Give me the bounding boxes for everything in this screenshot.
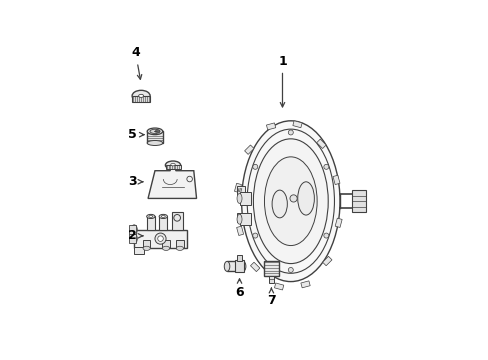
Circle shape [252, 233, 257, 238]
Bar [316, 139, 325, 149]
Bar [147, 131, 163, 143]
Circle shape [252, 164, 257, 169]
Bar [236, 226, 243, 235]
Bar [171, 212, 183, 230]
Bar [292, 121, 302, 128]
Bar [332, 175, 339, 185]
Text: 2: 2 [128, 229, 142, 242]
Ellipse shape [131, 225, 137, 235]
Bar [165, 165, 181, 169]
Bar [236, 255, 242, 261]
Ellipse shape [237, 193, 242, 203]
Ellipse shape [253, 139, 327, 264]
Ellipse shape [170, 163, 175, 166]
Ellipse shape [159, 214, 167, 219]
Circle shape [288, 267, 293, 273]
Ellipse shape [165, 161, 180, 169]
Bar [322, 256, 331, 266]
Bar [239, 192, 250, 204]
Bar [134, 230, 186, 248]
Bar [234, 183, 241, 193]
Bar [237, 186, 244, 194]
Bar [237, 213, 244, 222]
Bar [226, 261, 243, 271]
Text: 5: 5 [128, 128, 143, 141]
Bar [159, 216, 167, 230]
Text: 4: 4 [131, 46, 142, 79]
Ellipse shape [150, 129, 160, 134]
Text: 3: 3 [128, 175, 142, 188]
Bar [300, 281, 309, 288]
Ellipse shape [161, 216, 165, 217]
Bar [266, 123, 275, 130]
Bar [264, 261, 278, 276]
Bar [274, 283, 283, 290]
Ellipse shape [147, 128, 163, 135]
Bar [351, 190, 365, 212]
Bar [176, 240, 183, 248]
Circle shape [289, 195, 297, 202]
Bar [146, 216, 155, 230]
Ellipse shape [241, 121, 339, 282]
Ellipse shape [224, 261, 229, 271]
Text: 7: 7 [266, 288, 275, 307]
Bar [235, 260, 243, 273]
Ellipse shape [147, 140, 163, 145]
Polygon shape [148, 165, 196, 198]
Ellipse shape [148, 216, 152, 217]
Bar [162, 240, 169, 248]
Circle shape [155, 233, 166, 244]
Bar [250, 262, 259, 271]
Circle shape [288, 130, 293, 135]
Bar [143, 240, 150, 248]
Ellipse shape [146, 214, 155, 219]
Ellipse shape [271, 190, 287, 218]
Ellipse shape [240, 261, 245, 271]
Ellipse shape [264, 157, 317, 246]
Ellipse shape [131, 234, 137, 243]
Ellipse shape [132, 90, 150, 102]
Bar [128, 225, 135, 234]
Bar [334, 218, 342, 228]
Ellipse shape [237, 214, 242, 224]
Bar [134, 247, 143, 254]
Bar [268, 276, 273, 283]
Circle shape [323, 164, 328, 169]
Bar [128, 234, 135, 243]
Bar [244, 145, 253, 154]
Circle shape [158, 236, 163, 242]
Ellipse shape [176, 246, 183, 251]
Ellipse shape [138, 94, 143, 98]
Ellipse shape [143, 246, 150, 251]
Ellipse shape [297, 182, 314, 215]
Text: 6: 6 [235, 279, 244, 299]
Ellipse shape [162, 246, 169, 251]
Bar [132, 96, 150, 102]
Circle shape [323, 233, 328, 238]
Bar [239, 213, 250, 225]
Text: 1: 1 [278, 55, 286, 107]
